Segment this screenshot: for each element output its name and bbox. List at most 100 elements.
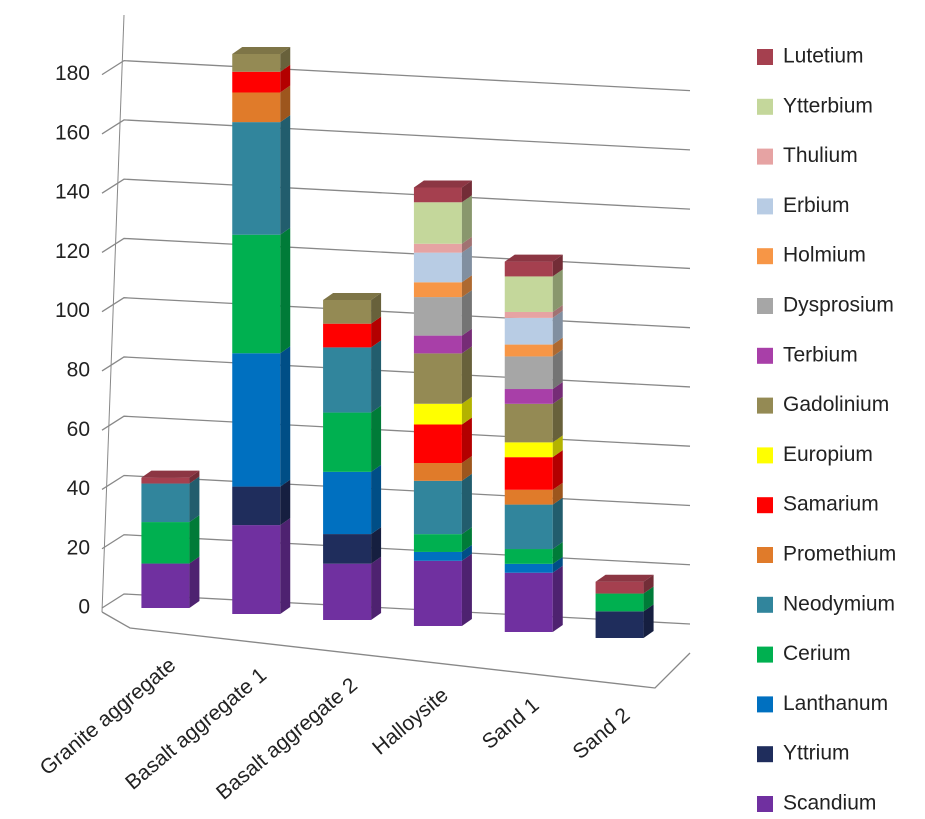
- legend-swatch: [757, 447, 773, 464]
- y-tick-label: 180: [55, 62, 90, 85]
- bar-front: [413, 297, 462, 336]
- bar-front: [413, 534, 462, 552]
- bar-segment: [413, 195, 472, 244]
- bar-segment: [504, 304, 563, 318]
- bar-front: [413, 335, 462, 354]
- bar-side: [189, 470, 200, 484]
- bar-segment: [323, 527, 382, 564]
- bar-front: [504, 504, 553, 550]
- legend-label: Ytterbium: [783, 94, 873, 117]
- bar-front: [595, 593, 644, 612]
- legend-swatch: [757, 696, 773, 713]
- bar-side: [552, 269, 563, 312]
- bar-segment: [413, 473, 472, 535]
- bar-segment: [323, 464, 382, 535]
- bar-front: [504, 344, 553, 357]
- bar-front: [323, 471, 372, 535]
- bar-side: [461, 245, 472, 283]
- bar-segment: [504, 482, 563, 505]
- legend-label: Samarium: [783, 493, 879, 516]
- bar-front: [323, 299, 372, 324]
- bar-segment: [504, 497, 563, 550]
- bar-top: [413, 180, 472, 188]
- bar-front: [504, 489, 553, 505]
- bar-front: [232, 234, 281, 354]
- bar-front: [323, 323, 372, 348]
- legend-swatch: [757, 347, 773, 364]
- bar-side: [461, 180, 472, 203]
- bar-front: [232, 53, 281, 72]
- bar-side: [371, 292, 382, 324]
- bar-top: [141, 470, 200, 478]
- bar-front: [413, 403, 462, 425]
- bar-segment: [504, 382, 563, 404]
- bar-segment: [232, 346, 291, 487]
- bar-segment: [595, 604, 654, 638]
- legend-label: Lutetium: [783, 45, 864, 68]
- bar-front: [504, 276, 553, 312]
- bar-segment: [504, 435, 563, 458]
- bar-front: [232, 353, 281, 487]
- bar-side: [552, 450, 563, 490]
- y-tick-label: 40: [67, 477, 90, 500]
- bar-front: [141, 563, 190, 608]
- bar-side: [552, 482, 563, 505]
- y-tick-label: 140: [55, 181, 90, 204]
- legend-label: Scandium: [783, 792, 876, 814]
- bar-side: [552, 435, 563, 458]
- bar-side: [552, 556, 563, 573]
- bar-segment: [232, 518, 291, 614]
- bar-segment: [504, 556, 563, 573]
- bar-front: [141, 477, 190, 484]
- y-tick-label: 80: [67, 358, 90, 381]
- bar-segment: [232, 479, 291, 526]
- grid-line: [101, 119, 691, 151]
- legend-swatch: [757, 49, 773, 65]
- grid-line: [101, 237, 691, 270]
- bar-segment: [413, 245, 472, 283]
- grid-line: [101, 534, 691, 566]
- bar-front: [141, 522, 190, 564]
- bar-side: [371, 405, 382, 472]
- bar-top: [323, 292, 382, 300]
- bar-front: [232, 122, 281, 235]
- bar-segment: [413, 544, 472, 561]
- bar-front: [413, 480, 462, 535]
- bar-segment: [413, 236, 472, 253]
- bar-front: [232, 92, 281, 123]
- bar-side: [552, 304, 563, 318]
- bar-segment: [413, 553, 472, 626]
- grid: 0 20 40 60 80 100 120 140 160 180: [55, 14, 691, 689]
- bar-side: [280, 46, 291, 72]
- legend-label: Neodymium: [783, 592, 895, 615]
- bar-segment: [595, 586, 654, 612]
- bar-side: [280, 85, 291, 123]
- bar-front: [141, 483, 190, 523]
- bar-side: [461, 328, 472, 354]
- bar-front: [323, 563, 372, 620]
- bar-side: [461, 195, 472, 244]
- bar-side: [371, 527, 382, 564]
- bar-side: [461, 456, 472, 481]
- bar-side: [189, 476, 200, 523]
- bar-side: [461, 473, 472, 535]
- bar-segment: [323, 316, 382, 348]
- legend-label: Yttrium: [783, 742, 850, 765]
- bar-segment: [595, 574, 654, 594]
- bar-segment: [323, 292, 382, 324]
- legend-swatch: [757, 646, 773, 663]
- bar-side: [552, 349, 563, 390]
- legend-label: Erbium: [783, 194, 850, 217]
- bar-front: [504, 457, 553, 490]
- bar-segment: [323, 405, 382, 472]
- legend-swatch: [757, 596, 773, 613]
- bar-segment: [504, 337, 563, 357]
- y-tick-label: 120: [55, 240, 90, 263]
- bar-front: [413, 353, 462, 404]
- legend-swatch: [757, 547, 773, 563]
- bar-top: [232, 46, 291, 54]
- legend-swatch: [757, 497, 773, 514]
- bar-segment: [504, 349, 563, 390]
- bar-front: [413, 463, 462, 481]
- bar-front: [232, 525, 281, 614]
